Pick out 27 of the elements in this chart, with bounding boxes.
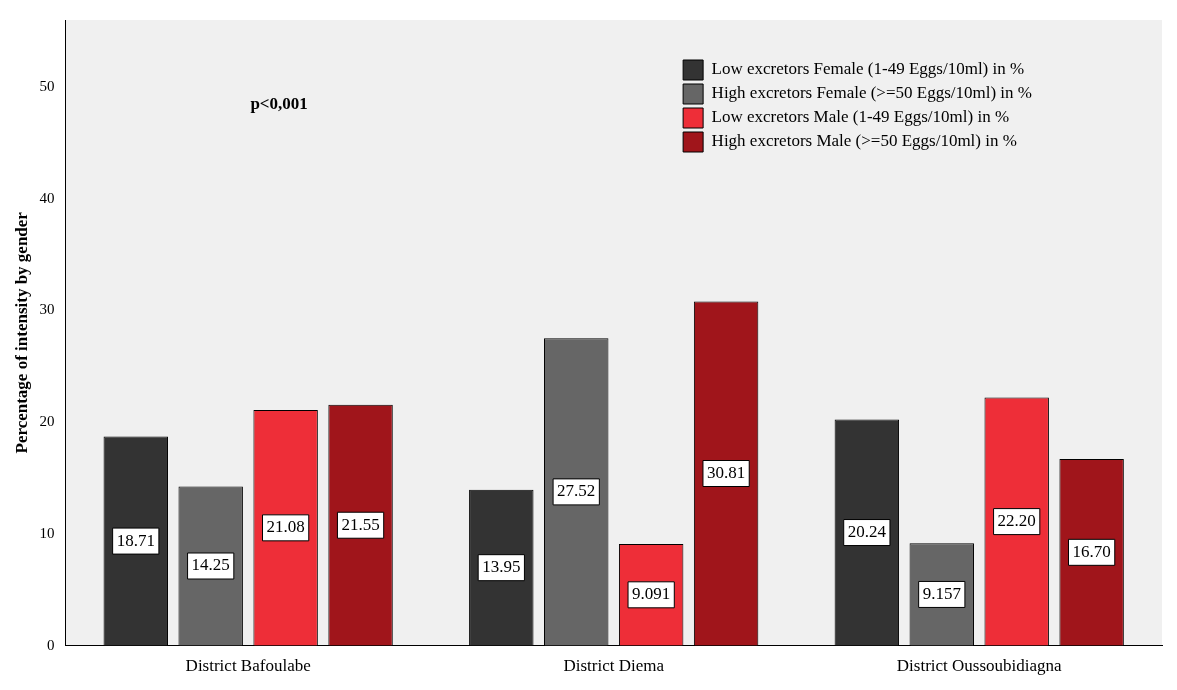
- x-tick-label: District Oussoubidiagna: [896, 656, 1063, 676]
- annotation: p<0,001: [250, 94, 308, 114]
- y-tick-label: 20: [39, 413, 55, 430]
- x-tick-label: District Bafoulabe: [185, 656, 311, 676]
- data-label: 21.08: [266, 517, 305, 537]
- data-label: 22.20: [997, 511, 1036, 531]
- x-tick-label: District Diema: [563, 656, 665, 676]
- y-tick-label: 0: [46, 636, 55, 653]
- data-label: 14.25: [191, 555, 230, 575]
- data-label: 18.71: [116, 530, 155, 550]
- legend-label: Low excretors Male (1-49 Eggs/10ml) in %: [711, 107, 1010, 127]
- data-label: 13.95: [482, 557, 521, 577]
- y-tick-label: 50: [39, 77, 55, 94]
- data-label: 16.70: [1072, 541, 1111, 561]
- data-label: 9.091: [632, 584, 671, 604]
- data-label: 30.81: [706, 462, 746, 482]
- legend-label: Low excretors Female (1-49 Eggs/10ml) in %: [711, 59, 1025, 79]
- legend-label: High excretors Male (>=50 Eggs/10ml) in %: [711, 131, 1017, 151]
- y-tick-label: 10: [39, 524, 55, 541]
- data-label: 20.24: [847, 522, 887, 542]
- data-label: 21.55: [341, 514, 380, 534]
- data-label: 9.157: [922, 583, 962, 603]
- data-label: 27.52: [557, 481, 596, 501]
- y-axis-title: Percentage of intensity by gender: [11, 211, 31, 454]
- legend-label: High excretors Female (>=50 Eggs/10ml) in %: [711, 83, 1033, 103]
- y-tick-label: 30: [39, 301, 55, 318]
- y-tick-label: 40: [39, 189, 55, 206]
